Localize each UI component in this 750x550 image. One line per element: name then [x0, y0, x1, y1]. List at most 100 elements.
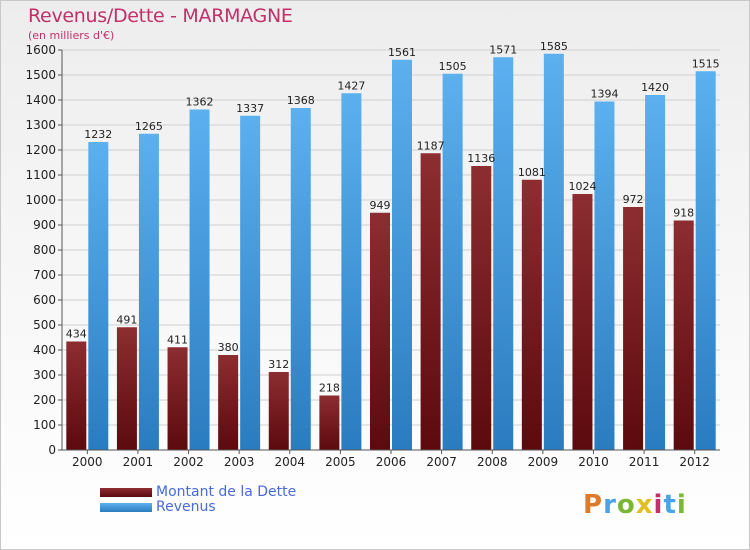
- data-label-revenue: 1232: [84, 128, 112, 141]
- x-tick-label: 2005: [325, 455, 356, 469]
- y-tick-label: 1300: [25, 118, 56, 132]
- data-label-debt: 1187: [417, 139, 445, 152]
- data-label-revenue: 1427: [337, 79, 365, 92]
- chart-subtitle: (en milliers d'€): [28, 29, 115, 42]
- legend-label-debt: Montant de la Dette: [156, 484, 297, 500]
- bar-debt: [521, 179, 542, 450]
- y-tick-label: 0: [48, 443, 56, 457]
- legend-label-revenue: Revenus: [156, 499, 216, 515]
- y-tick-label: 300: [33, 368, 56, 382]
- y-tick-label: 1000: [25, 193, 56, 207]
- x-tick-label: 2007: [426, 455, 457, 469]
- data-label-revenue: 1505: [439, 60, 467, 73]
- x-tick-label: 2002: [173, 455, 204, 469]
- y-tick-label: 100: [33, 418, 56, 432]
- data-label-revenue: 1362: [186, 96, 214, 109]
- bar-revenue: [645, 95, 666, 450]
- axes: 0 100 200 300 400 500 600 700 800 900 1000 1100 1200…: [25, 43, 720, 469]
- x-tick-label: 2009: [528, 455, 559, 469]
- y-tick-label: 1200: [25, 143, 56, 157]
- bar-debt: [167, 347, 188, 450]
- legend-swatch-debt: [100, 488, 152, 497]
- data-label-debt: 1024: [568, 180, 596, 193]
- y-tick-label: 900: [33, 218, 56, 232]
- data-label-debt: 411: [167, 333, 188, 346]
- bar-debt: [66, 341, 87, 450]
- proxiti-logo: Proxiti: [583, 490, 687, 520]
- x-tick-label: 2000: [72, 455, 103, 469]
- data-label-revenue: 1585: [540, 40, 568, 53]
- bar-debt: [370, 212, 390, 450]
- data-label-revenue: 1571: [489, 43, 517, 56]
- bar-revenue: [240, 115, 261, 450]
- y-tick-label: 200: [33, 393, 56, 407]
- y-tick-label: 1400: [25, 93, 56, 107]
- y-tick-label: 700: [33, 268, 56, 282]
- data-labels: 434 1232 491 1265 411 1362 380 1337 312 1368 218 14…: [66, 40, 720, 395]
- bar-debt: [319, 395, 340, 450]
- data-label-debt: 1081: [518, 166, 546, 179]
- data-label-revenue: 1420: [641, 81, 669, 94]
- data-label-debt: 380: [218, 341, 239, 354]
- x-tick-label: 2008: [477, 455, 508, 469]
- bar-revenue: [341, 93, 362, 450]
- bar-revenue: [290, 108, 311, 450]
- data-label-revenue: 1337: [236, 102, 264, 115]
- bar-debt: [623, 207, 644, 450]
- bar-revenue: [594, 101, 615, 450]
- logo-letter: i: [676, 490, 687, 520]
- data-label-debt: 1136: [467, 152, 495, 165]
- y-tick-label: 1600: [25, 43, 56, 57]
- x-tick-label: 2004: [274, 455, 305, 469]
- data-label-debt: 218: [319, 382, 340, 395]
- x-tick-label: 2003: [224, 455, 255, 469]
- x-tick-label: 2012: [679, 455, 710, 469]
- chart-title: Revenus/Dette - MARMAGNE: [28, 5, 293, 27]
- data-label-revenue: 1394: [590, 88, 618, 101]
- bar-debt: [116, 327, 137, 450]
- data-label-revenue: 1265: [135, 120, 163, 133]
- bars: [66, 53, 716, 450]
- x-tick-label: 2010: [578, 455, 609, 469]
- x-tick-label: 2006: [376, 455, 407, 469]
- bar-revenue: [442, 73, 463, 450]
- y-tick-label: 800: [33, 243, 56, 257]
- bar-debt: [268, 372, 289, 450]
- data-label-debt: 312: [268, 358, 289, 371]
- data-label-revenue: 1515: [692, 57, 720, 70]
- logo-letter: x: [635, 490, 654, 520]
- bar-debt: [673, 220, 694, 450]
- legend-swatch-revenue: [100, 503, 152, 512]
- data-label-debt: 949: [370, 199, 391, 212]
- bar-revenue: [88, 142, 109, 450]
- logo-letter: t: [663, 490, 677, 520]
- x-tick-label: 2011: [629, 455, 660, 469]
- y-tick-label: 600: [33, 293, 56, 307]
- logo-letter: i: [653, 490, 664, 520]
- bar-debt: [420, 153, 441, 450]
- data-label-debt: 434: [66, 328, 87, 341]
- bar-debt: [572, 194, 593, 450]
- bar-revenue: [392, 59, 412, 450]
- bar-debt: [471, 166, 492, 450]
- x-tick-label: 2001: [123, 455, 154, 469]
- bar-revenue: [695, 71, 716, 450]
- bar-revenue: [189, 109, 210, 450]
- y-tick-label: 500: [33, 318, 56, 332]
- grid-lines: [62, 49, 720, 451]
- bar-revenue: [138, 133, 159, 450]
- data-label-revenue: 1561: [388, 46, 416, 59]
- logo-letter: o: [616, 490, 636, 520]
- logo-letter: r: [603, 490, 617, 520]
- data-label-debt: 491: [116, 313, 137, 326]
- bar-revenue: [493, 57, 514, 450]
- bar-revenue: [543, 53, 564, 450]
- y-tick-label: 1100: [25, 168, 56, 182]
- bar-debt: [218, 355, 239, 450]
- y-tick-label: 400: [33, 343, 56, 357]
- data-label-revenue: 1368: [287, 94, 315, 107]
- logo-letter: P: [583, 490, 604, 520]
- y-tick-label: 1500: [25, 68, 56, 82]
- data-label-debt: 918: [673, 207, 694, 220]
